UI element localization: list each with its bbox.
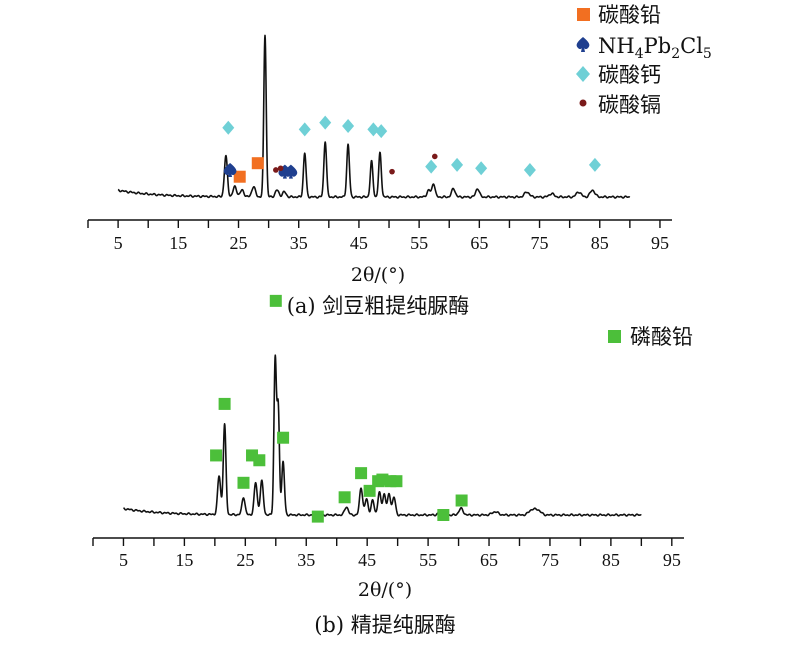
legend-a-label-part: Cl bbox=[680, 34, 703, 58]
phase-marker-diamond-a bbox=[342, 119, 355, 134]
x-tick-label-b: 15 bbox=[175, 550, 193, 570]
legend-a-label-lead-carbonate: 碳酸铅 bbox=[598, 3, 661, 27]
phase-marker-square-b bbox=[338, 491, 351, 504]
legend-a-marker-nh4pb2cl5 bbox=[576, 37, 590, 52]
legend-a-marker-lead-carbonate bbox=[577, 8, 590, 21]
x-tick-label-a: 15 bbox=[169, 233, 187, 253]
phase-marker-square-a bbox=[233, 170, 246, 183]
legend-a-label-part: Pb bbox=[644, 34, 672, 58]
xrd-curve-a bbox=[117, 34, 631, 199]
x-tick-label-b: 95 bbox=[663, 550, 681, 570]
panel-caption-a: (a) 剑豆粗提纯脲酶 bbox=[287, 294, 470, 318]
panel-b: 磷酸铅 5 15 25 35 45 55 65 75 85 95 2θ/(°) (b) 精提纯脲酶 bbox=[92, 294, 693, 637]
phase-marker-diamond-a bbox=[475, 161, 488, 176]
phase-marker-square-b bbox=[437, 509, 450, 521]
phase-marker-square-b bbox=[277, 431, 290, 444]
x-tick-label-b: 75 bbox=[541, 550, 559, 570]
x-axis-a: 5 15 25 35 45 55 65 75 85 95 bbox=[87, 219, 672, 253]
x-tick-label-b: 55 bbox=[419, 550, 437, 570]
legend-a-label-sub: 5 bbox=[703, 46, 712, 62]
legend-a-label-sub: 4 bbox=[635, 46, 644, 62]
legend-a-label-nh4pb2cl5: NH4Pb2Cl5 bbox=[598, 34, 712, 62]
x-tick-label-b: 65 bbox=[480, 550, 498, 570]
phase-markers-a bbox=[222, 115, 601, 183]
x-axis-b: 5 15 25 35 45 55 65 75 85 95 bbox=[92, 537, 684, 570]
legend-b: 磷酸铅 bbox=[608, 325, 693, 349]
legend-a-label-calcium-carbonate: 碳酸钙 bbox=[598, 63, 661, 87]
phase-marker-diamond-a bbox=[588, 157, 601, 172]
phase-markers-b bbox=[210, 294, 468, 523]
x-tick-label-a: 95 bbox=[651, 233, 669, 253]
phase-marker-square-a bbox=[251, 157, 264, 170]
phase-marker-diamond-a bbox=[222, 120, 235, 135]
x-tick-label-a: 5 bbox=[114, 233, 123, 253]
x-axis-title-a: 2θ/(°) bbox=[351, 264, 405, 286]
x-tick-label-b: 85 bbox=[602, 550, 620, 570]
legend-b-marker-lead-phosphate bbox=[608, 330, 621, 343]
legend-a-label-cadmium-carbonate: 碳酸镉 bbox=[598, 93, 661, 117]
phase-marker-diamond-a bbox=[451, 157, 464, 172]
phase-marker-diamond-a bbox=[367, 122, 380, 137]
x-tick-label-b: 45 bbox=[358, 550, 376, 570]
phase-marker-square-b bbox=[390, 475, 403, 488]
phase-marker-diamond-a bbox=[298, 122, 311, 137]
xrd-curve-b bbox=[122, 354, 642, 517]
phase-marker-spade-a bbox=[284, 164, 298, 179]
phase-marker-diamond-a bbox=[425, 159, 438, 174]
x-tick-label-a: 65 bbox=[470, 233, 488, 253]
x-tick-label-a: 45 bbox=[350, 233, 368, 253]
phase-marker-dot-a bbox=[389, 168, 395, 175]
x-tick-label-a: 85 bbox=[591, 233, 609, 253]
legend-b-label-lead-phosphate: 磷酸铅 bbox=[630, 325, 693, 349]
phase-marker-square-b bbox=[363, 484, 376, 497]
phase-marker-diamond-a bbox=[375, 124, 388, 139]
phase-marker-dot-a bbox=[273, 167, 279, 173]
legend-a-label-part: NH bbox=[598, 34, 635, 58]
legend-a-label-sub: 2 bbox=[671, 46, 680, 62]
phase-marker-square-b bbox=[210, 449, 223, 462]
x-tick-label-a: 25 bbox=[230, 233, 248, 253]
phase-marker-square-b bbox=[355, 467, 368, 480]
phase-marker-square-b bbox=[253, 454, 266, 467]
x-tick-label-a: 55 bbox=[410, 233, 428, 253]
phase-marker-diamond-a bbox=[319, 115, 332, 130]
x-tick-label-a: 75 bbox=[531, 233, 549, 253]
x-tick-label-b: 25 bbox=[236, 550, 254, 570]
legend-a-marker-calcium-carbonate bbox=[576, 66, 590, 82]
phase-marker-square-b bbox=[455, 494, 468, 507]
legend-a-marker-cadmium-carbonate bbox=[579, 99, 587, 107]
panel-caption-b: (b) 精提纯脲酶 bbox=[314, 613, 456, 637]
x-tick-label-b: 35 bbox=[297, 550, 315, 570]
x-tick-label-a: 35 bbox=[290, 233, 308, 253]
x-axis-title-b: 2θ/(°) bbox=[358, 579, 412, 601]
phase-marker-dot-a bbox=[277, 165, 284, 172]
phase-marker-square-b bbox=[218, 397, 231, 410]
panel-a: 碳酸铅 NH4Pb2Cl5 碳酸钙 碳酸镉 5 15 25 35 45 55 65 75 85 9… bbox=[87, 3, 712, 318]
legend-a: 碳酸铅 NH4Pb2Cl5 碳酸钙 碳酸镉 bbox=[576, 3, 712, 117]
phase-marker-dot-a bbox=[431, 153, 438, 160]
phase-marker-spade-a bbox=[223, 162, 237, 177]
phase-marker-diamond-a bbox=[523, 162, 536, 177]
phase-marker-square-b bbox=[237, 476, 250, 489]
phase-marker-square-b bbox=[311, 510, 324, 523]
x-tick-label-b: 5 bbox=[119, 550, 128, 570]
phase-marker-square-b bbox=[269, 294, 282, 307]
